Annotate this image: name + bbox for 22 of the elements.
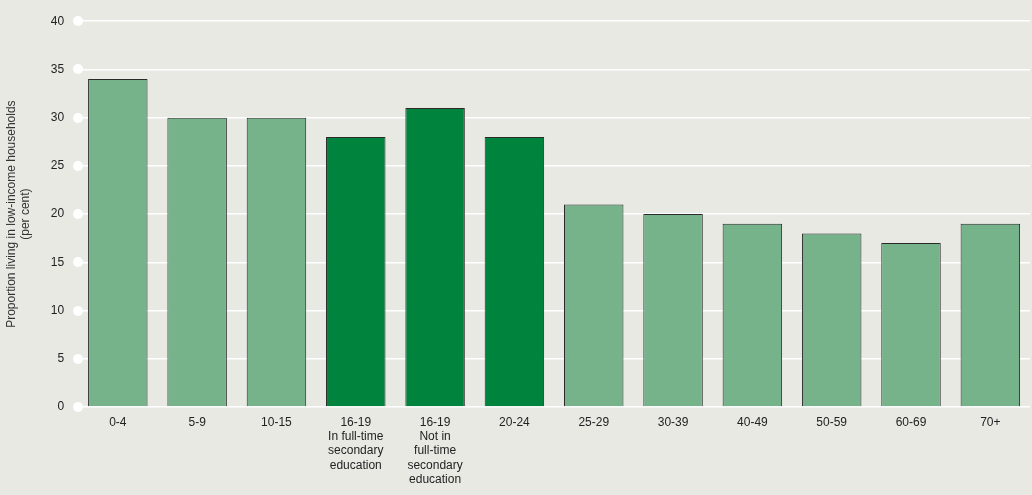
x-tick-label: 50-59 [816,414,848,429]
x-tick-label: 16-19 In full-time secondary education [328,414,384,472]
x-tick-label: 60-69 [895,414,927,429]
y-tick-label: 5 [57,351,65,366]
x-tick-label: 5-9 [188,414,207,429]
y-tick-label: 25 [50,158,65,173]
y-tick-label: 30 [50,109,65,124]
x-tick-label: 40-49 [737,414,769,429]
y-axis-title: Proportion living in low-income households (per cent) [3,100,32,328]
y-tick-label: 15 [50,254,65,269]
x-tick-label: 25-29 [578,414,610,429]
y-tick-label: 40 [50,13,65,28]
y-tick-label: 0 [57,399,65,414]
x-tick-label: 10-15 [261,414,293,429]
x-tick-label: 30-39 [657,414,689,429]
y-tick-label: 10 [50,302,65,317]
x-tick-label: 0-4 [109,414,127,429]
x-tick-label: 16-19 Not in full-time secondary education [407,414,463,487]
x-tick-label: 20-24 [499,414,531,429]
x-tick-label: 70+ [980,414,1001,429]
y-tick-label: 35 [50,61,65,76]
y-tick-label: 20 [50,206,65,221]
